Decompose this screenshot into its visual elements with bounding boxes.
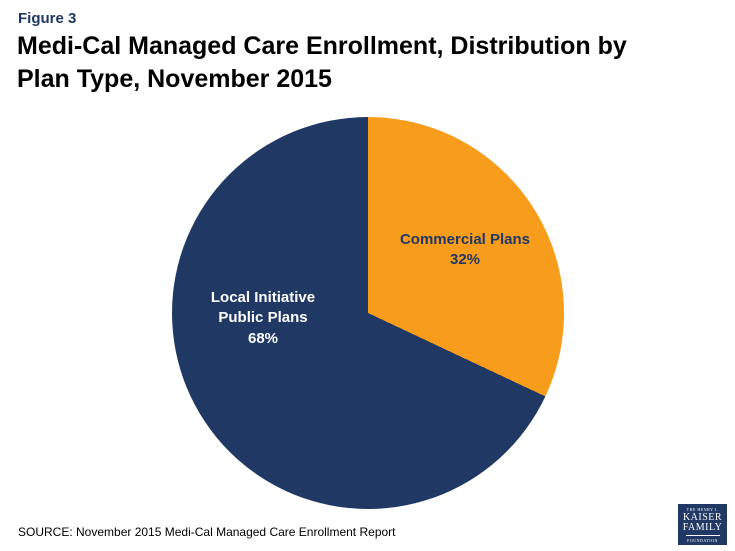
- kff-foundation-logo: THE HENRY J. KAISER FAMILY FOUNDATION: [678, 504, 727, 545]
- logo-line-foundation: FOUNDATION: [687, 537, 718, 543]
- logo-line-kaiser: KAISER: [682, 511, 723, 523]
- slice-label-commercial-plans: Commercial Plans 32%: [385, 230, 545, 271]
- logo-divider-line: [685, 535, 720, 536]
- chart-title: Medi-Cal Managed Care Enrollment, Distri…: [17, 32, 627, 93]
- slice-percent: 68%: [247, 329, 279, 347]
- logo-line-family: FAMILY: [682, 522, 723, 533]
- slice-label-local-initiative-public-plans: Local Initiative Public Plans 68%: [188, 288, 338, 349]
- source-note: SOURCE: November 2015 Medi-Cal Managed C…: [18, 525, 396, 539]
- logo-line-the-henry-j: THE HENRY J.: [686, 506, 719, 512]
- pie-chart: [172, 117, 564, 509]
- slice-name: Local Initiative Public Plans: [210, 289, 316, 327]
- figure-number-label: Figure 3: [18, 10, 77, 27]
- slice-percent: 32%: [449, 251, 481, 269]
- slice-name: Commercial Plans: [399, 231, 531, 248]
